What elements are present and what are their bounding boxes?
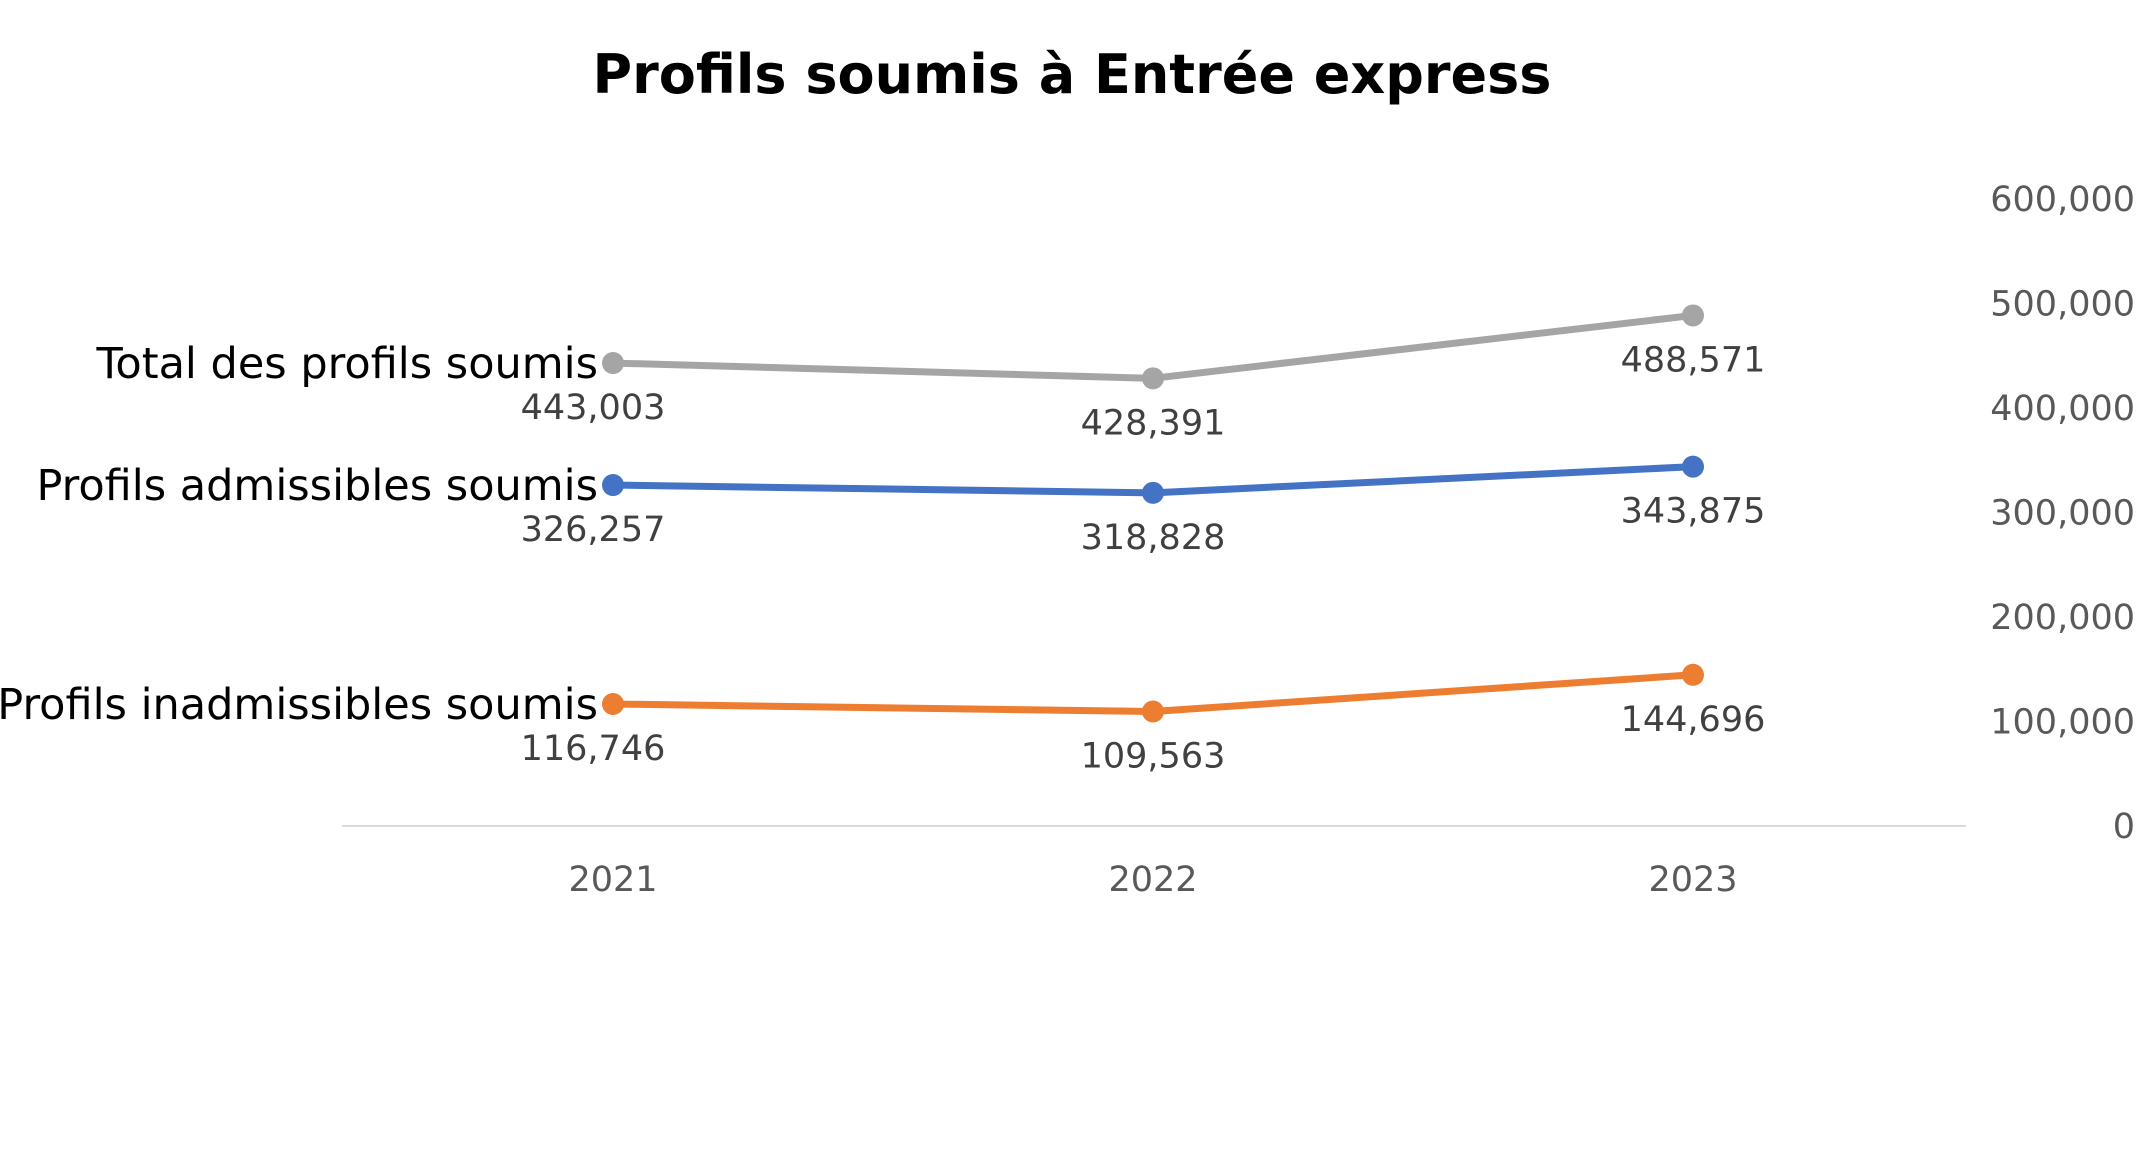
chart-title: Profils soumis à Entrée express: [593, 43, 1552, 106]
data-label: 343,875: [1621, 492, 1766, 532]
y-tick-label: 500,000: [1990, 285, 2135, 325]
series-1: 443,003 428,391 488,571 Total des profils s…: [95, 304, 1765, 443]
y-tick-label: 0: [2113, 807, 2135, 847]
y-tick-label: 100,000: [1990, 703, 2135, 743]
series-3: 116,746 109,563 144,696 Profils inadmissibl…: [0, 663, 1766, 777]
x-tick-label: 2021: [568, 860, 657, 900]
data-point: [1142, 367, 1164, 390]
series-2: 326,257 318,828 343,875 Profils admissibles…: [36, 455, 1766, 558]
data-point: [602, 474, 624, 497]
data-point: [1142, 481, 1164, 504]
data-label: 326,257: [521, 510, 666, 550]
x-axis-ticks: 2021 2022 2023: [568, 860, 1737, 900]
data-point: [1682, 455, 1704, 478]
data-label: 488,571: [1621, 340, 1766, 380]
data-point: [1682, 663, 1704, 686]
series-name-label: Profils inadmissibles soumis: [0, 680, 598, 730]
series-name-label: Total des profils soumis: [95, 339, 598, 389]
data-label: 116,746: [521, 729, 666, 769]
y-tick-label: 200,000: [1990, 598, 2135, 638]
x-tick-label: 2022: [1108, 860, 1197, 900]
y-tick-label: 400,000: [1990, 389, 2135, 429]
data-point: [602, 352, 624, 375]
series-layer: 443,003 428,391 488,571 Total des profils s…: [0, 304, 1766, 777]
x-tick-label: 2023: [1648, 860, 1737, 900]
data-label: 443,003: [521, 388, 666, 428]
y-tick-label: 600,000: [1990, 180, 2135, 220]
data-point: [602, 693, 624, 716]
y-axis-ticks: 0 100,000 200,000 300,000 400,000 500,000 600,…: [1990, 180, 2135, 847]
series-name-label: Profils admissibles soumis: [36, 461, 598, 511]
data-label: 144,696: [1621, 700, 1766, 740]
data-label: 428,391: [1081, 403, 1226, 443]
data-label: 109,563: [1081, 737, 1226, 777]
data-point: [1142, 700, 1164, 723]
data-point: [1682, 304, 1704, 327]
y-tick-label: 300,000: [1990, 494, 2135, 534]
data-label: 318,828: [1081, 518, 1226, 558]
